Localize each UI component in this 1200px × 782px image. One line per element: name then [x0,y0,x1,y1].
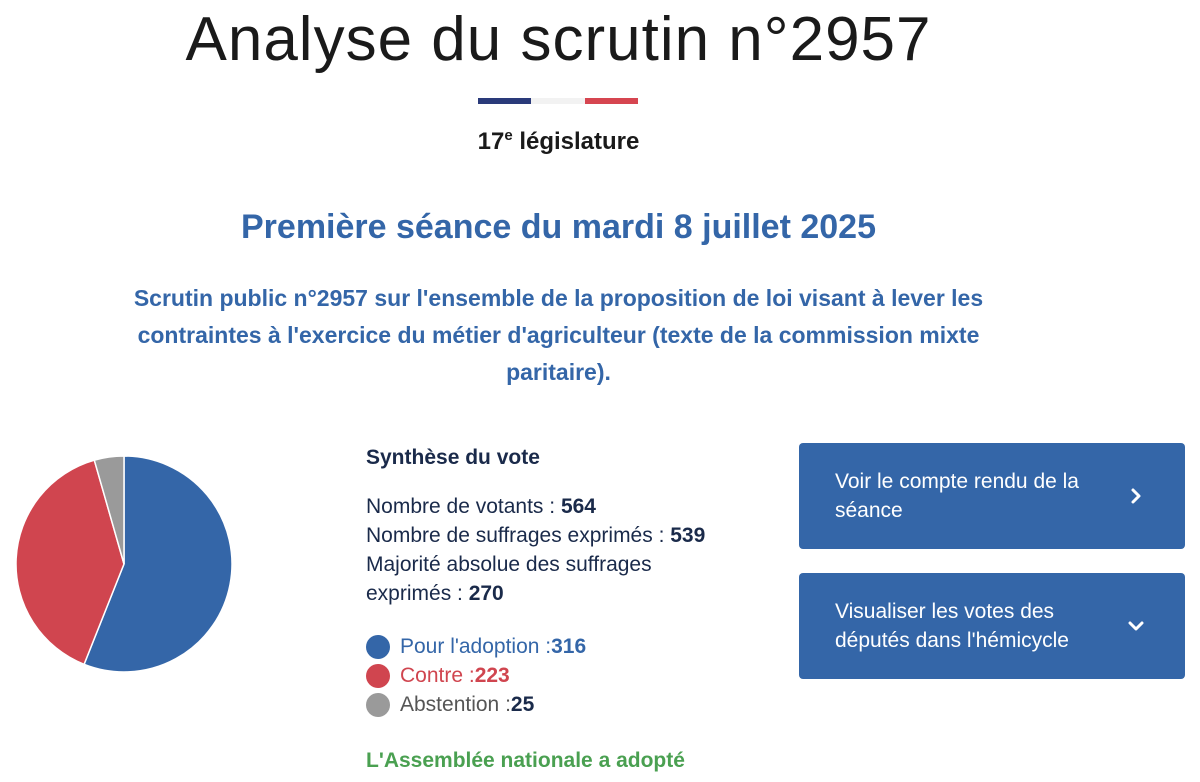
legend-abstention-label: Abstention : [400,693,511,716]
visualiser-label: Visualiser les votes des députés dans l'… [835,600,1069,652]
legend-contre-value: 223 [474,664,510,687]
flag-red-segment [584,98,638,104]
compte-rendu-button[interactable]: Voir le compte rendu de la séance [799,443,1185,549]
chevron-down-icon [1128,621,1144,631]
legend-item-contre: Contre : 223 [366,661,766,690]
stat-majorite-value: 270 [468,582,504,605]
pie-slice-pour [83,455,233,673]
stat-votants-value: 564 [560,495,596,518]
legend-dot-contre [366,663,390,688]
pie-slice-contre [15,459,125,666]
vote-synthesis: Synthèse du vote Nombre de votants : 564… [366,446,766,773]
vote-legend: Pour l'adoption : 316 Contre : 223 Abste… [366,632,766,719]
legislature-number: 17 [477,128,505,155]
vote-verdict: L'Assemblée nationale a adopté [366,749,685,772]
legend-abstention-value: 25 [510,693,535,716]
vote-stats: Nombre de votants : 564 Nombre de suffra… [366,492,726,608]
synthesis-title: Synthèse du vote [366,446,540,469]
stat-exprimes-label: Nombre de suffrages exprimés : [366,524,671,547]
legislature-label: 17e législature [0,128,1117,156]
seance-title: Première séance du mardi 8 juillet 2025 [241,208,876,246]
stat-exprimes-value: 539 [670,524,706,547]
flag-white-segment [531,98,585,104]
scrutin-description: Scrutin public n°2957 sur l'ensemble de … [133,285,984,385]
legend-item-abstention: Abstention : 25 [366,690,766,719]
compte-rendu-label: Voir le compte rendu de la séance [835,470,1079,522]
flag-blue-segment [478,98,532,104]
legend-dot-abstention [366,692,390,717]
flag-divider [478,98,638,104]
legend-item-pour: Pour l'adoption : 316 [366,632,766,661]
legislature-suffix: e [504,127,513,144]
legend-pour-label: Pour l'adoption : [400,635,552,658]
legislature-text: législature [512,128,640,155]
stat-votants-label: Nombre de votants : [366,495,561,518]
pie-slice-abstention [93,455,125,565]
stat-majorite-label: Majorité absolue des suffrages exprimés … [366,553,652,605]
chevron-right-icon [1131,488,1141,504]
stat-majorite: Majorité absolue des suffrages exprimés … [366,550,726,608]
stat-votants: Nombre de votants : 564 [366,492,726,521]
legend-dot-pour [366,634,390,659]
visualiser-hemicycle-button[interactable]: Visualiser les votes des députés dans l'… [799,573,1185,679]
stat-exprimes: Nombre de suffrages exprimés : 539 [366,521,726,550]
pie-svg [15,455,233,673]
legend-contre-label: Contre : [400,664,475,687]
legend-pour-value: 316 [551,635,587,658]
vote-pie-chart [15,455,233,673]
page-title: Analyse du scrutin n°2957 [185,5,932,74]
